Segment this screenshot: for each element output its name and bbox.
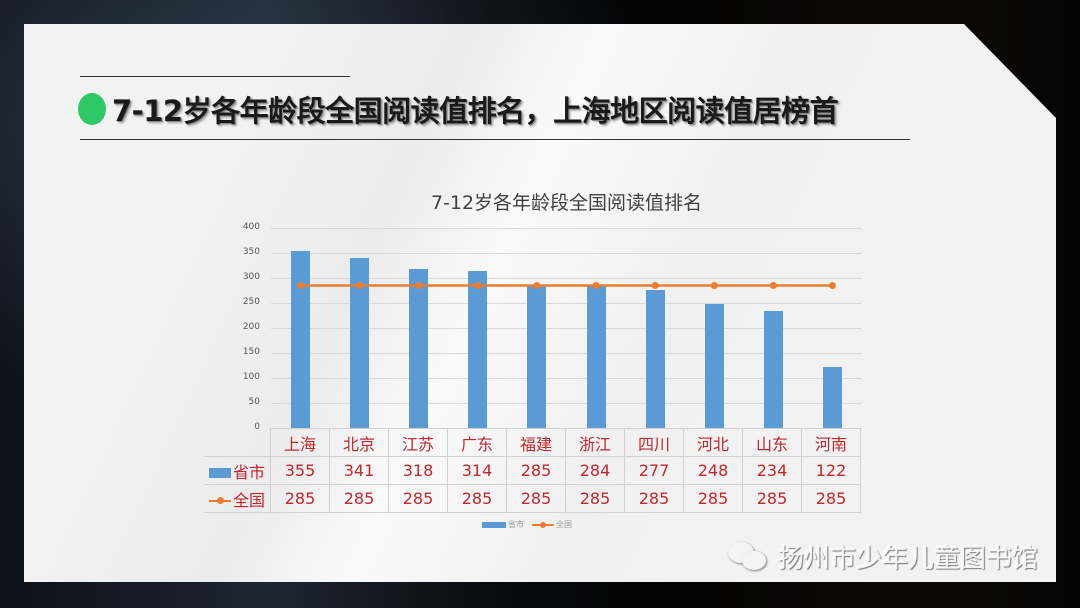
line-swatch-icon <box>532 521 554 528</box>
data-table: 上海 北京 江苏 广东 福建 浙江 四川 河北 山东 河南 省市 355 341… <box>204 428 861 513</box>
table-cell: 285 <box>801 484 861 513</box>
gridline <box>271 403 862 404</box>
watermark-text: 扬州市少年儿童图书馆 <box>778 544 1039 574</box>
bar <box>822 367 842 428</box>
table-cell: 122 <box>801 456 861 485</box>
table-cell: 285 <box>565 484 625 513</box>
table-cell: 285 <box>329 484 389 513</box>
top-rule <box>80 76 350 77</box>
category-label: 浙江 <box>565 428 625 457</box>
category-label: 福建 <box>506 428 566 457</box>
watermark: 扬州市少年儿童图书馆 <box>728 538 1038 575</box>
table-cell: 234 <box>742 456 802 485</box>
category-label: 四川 <box>624 428 684 457</box>
gridline <box>271 353 862 354</box>
table-cell: 355 <box>270 456 330 485</box>
gridline <box>271 328 862 329</box>
table-cell: 318 <box>388 456 448 485</box>
table-cell: 248 <box>683 456 743 485</box>
series-key-province: 省市 <box>204 456 271 485</box>
gridline <box>271 303 862 304</box>
headline-underline <box>80 139 910 140</box>
y-tick-label: 150 <box>242 347 260 357</box>
table-cell: 285 <box>742 484 802 513</box>
gridline <box>271 378 862 379</box>
y-tick-label: 300 <box>242 272 260 282</box>
legend-item-province: 省市 <box>482 519 524 530</box>
table-cell: 285 <box>447 484 507 513</box>
bullet-dot-icon <box>78 93 106 125</box>
table-cell: 285 <box>506 456 566 485</box>
category-label: 山东 <box>742 428 802 457</box>
bar <box>291 250 311 428</box>
bar <box>468 271 488 428</box>
table-cell: 285 <box>270 484 330 513</box>
chart-title: 7-12岁各年龄段全国阅读值排名 <box>430 192 703 214</box>
category-label: 北京 <box>329 428 389 457</box>
slide-headline: 7-12岁各年龄段全国阅读值排名，上海地区阅读值居榜首 <box>112 94 839 128</box>
bar <box>704 304 724 428</box>
legend-label: 省市 <box>508 520 524 529</box>
table-cell: 285 <box>683 484 743 513</box>
legend-label: 全国 <box>556 520 572 529</box>
category-label: 河南 <box>801 428 861 457</box>
line-swatch-icon <box>208 497 231 504</box>
wechat-icon <box>728 540 770 574</box>
series-key-national: 全国 <box>204 484 271 513</box>
y-tick-label: 200 <box>242 322 260 332</box>
y-tick-label: 50 <box>248 397 260 407</box>
data-table-row-national: 全国 285 285 285 285 285 285 285 285 285 2… <box>204 484 861 513</box>
category-label: 上海 <box>270 428 330 457</box>
bar-swatch-icon <box>208 468 231 478</box>
bar-swatch-icon <box>482 521 506 528</box>
bar <box>350 257 370 428</box>
category-label: 河北 <box>683 428 743 457</box>
gridline <box>271 278 862 279</box>
chart-legend: 省市 全国 <box>482 519 572 530</box>
bar <box>763 311 783 428</box>
y-tick-label: 100 <box>242 372 260 382</box>
gridline <box>271 253 862 254</box>
series-name: 省市 <box>232 462 265 482</box>
bar <box>586 286 606 428</box>
bar <box>409 269 429 428</box>
table-cell: 285 <box>388 484 448 513</box>
y-tick-label: 400 <box>242 222 260 232</box>
category-label: 广东 <box>447 428 507 457</box>
gridline <box>271 228 862 229</box>
series-name: 全国 <box>232 490 265 510</box>
y-tick-label: 0 <box>254 422 260 432</box>
bar <box>645 289 665 428</box>
y-tick-label: 250 <box>242 297 260 307</box>
bar <box>527 285 547 428</box>
category-label: 江苏 <box>388 428 448 457</box>
data-table-corner <box>204 428 271 457</box>
table-cell: 285 <box>506 484 566 513</box>
table-cell: 341 <box>329 456 389 485</box>
table-cell: 284 <box>565 456 625 485</box>
legend-item-national: 全国 <box>532 519 572 530</box>
table-cell: 277 <box>624 456 684 485</box>
data-table-header-row: 上海 北京 江苏 广东 福建 浙江 四川 河北 山东 河南 <box>204 428 861 457</box>
table-cell: 314 <box>447 456 507 485</box>
y-tick-label: 350 <box>242 247 260 257</box>
table-cell: 285 <box>624 484 684 513</box>
data-table-row-province: 省市 355 341 318 314 285 284 277 248 234 1… <box>204 456 861 485</box>
